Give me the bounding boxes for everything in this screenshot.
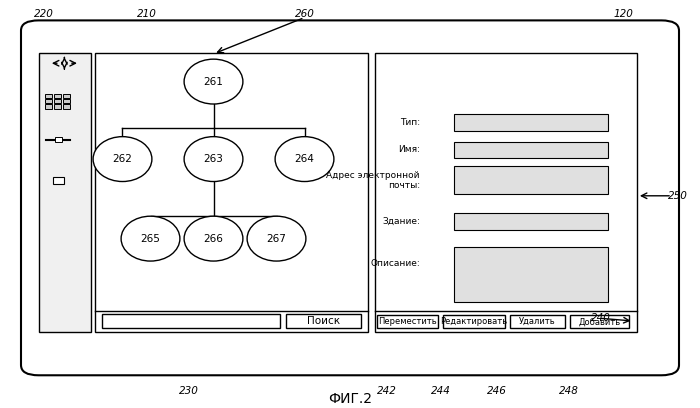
FancyBboxPatch shape	[570, 315, 629, 328]
Text: Имя:: Имя:	[398, 145, 420, 154]
Text: 210: 210	[137, 9, 157, 19]
Text: 242: 242	[377, 386, 397, 396]
Text: Редактировать: Редактировать	[440, 317, 508, 326]
FancyBboxPatch shape	[21, 20, 679, 375]
Text: Добавить: Добавить	[578, 317, 621, 326]
FancyBboxPatch shape	[286, 315, 361, 328]
FancyBboxPatch shape	[63, 104, 70, 109]
Text: 220: 220	[34, 9, 53, 19]
Ellipse shape	[184, 137, 243, 182]
FancyBboxPatch shape	[54, 99, 61, 103]
FancyBboxPatch shape	[45, 94, 52, 98]
Text: 266: 266	[204, 234, 223, 244]
Ellipse shape	[184, 59, 243, 104]
FancyBboxPatch shape	[45, 104, 52, 109]
Ellipse shape	[184, 216, 243, 261]
Text: Поиск: Поиск	[307, 316, 340, 326]
Text: 267: 267	[267, 234, 286, 244]
FancyBboxPatch shape	[454, 142, 608, 158]
Text: 260: 260	[295, 9, 314, 19]
Text: 248: 248	[559, 386, 578, 396]
FancyBboxPatch shape	[94, 53, 368, 333]
Text: 262: 262	[113, 154, 132, 164]
Text: 250: 250	[668, 191, 687, 201]
Text: 263: 263	[204, 154, 223, 164]
FancyBboxPatch shape	[52, 177, 64, 184]
Text: 230: 230	[179, 386, 199, 396]
Text: 264: 264	[295, 154, 314, 164]
FancyBboxPatch shape	[454, 213, 608, 230]
Text: Здание:: Здание:	[382, 217, 420, 226]
FancyBboxPatch shape	[63, 94, 70, 98]
FancyBboxPatch shape	[454, 247, 608, 302]
Text: 265: 265	[141, 234, 160, 244]
Text: 261: 261	[204, 77, 223, 86]
FancyBboxPatch shape	[102, 315, 280, 328]
Ellipse shape	[275, 137, 334, 182]
FancyBboxPatch shape	[38, 53, 91, 333]
FancyBboxPatch shape	[45, 99, 52, 103]
Text: Переместить: Переместить	[378, 317, 437, 326]
FancyBboxPatch shape	[510, 315, 565, 328]
FancyBboxPatch shape	[63, 99, 70, 103]
Ellipse shape	[121, 216, 180, 261]
FancyBboxPatch shape	[443, 315, 505, 328]
FancyBboxPatch shape	[54, 94, 61, 98]
Text: 244: 244	[431, 386, 451, 396]
Text: ФИГ.2: ФИГ.2	[328, 392, 372, 406]
Text: 240: 240	[591, 313, 610, 323]
FancyBboxPatch shape	[55, 137, 62, 142]
FancyBboxPatch shape	[374, 53, 637, 333]
FancyBboxPatch shape	[54, 104, 61, 109]
FancyBboxPatch shape	[377, 315, 438, 328]
Text: 120: 120	[613, 9, 633, 19]
FancyBboxPatch shape	[454, 166, 608, 194]
Text: 246: 246	[487, 386, 507, 396]
Ellipse shape	[93, 137, 152, 182]
Text: Адрес электронной
почты:: Адрес электронной почты:	[326, 171, 420, 190]
Text: Удалить: Удалить	[519, 317, 556, 326]
FancyBboxPatch shape	[454, 114, 608, 131]
Text: Описание:: Описание:	[370, 259, 420, 268]
Ellipse shape	[247, 216, 306, 261]
Text: Тип:: Тип:	[400, 118, 420, 127]
